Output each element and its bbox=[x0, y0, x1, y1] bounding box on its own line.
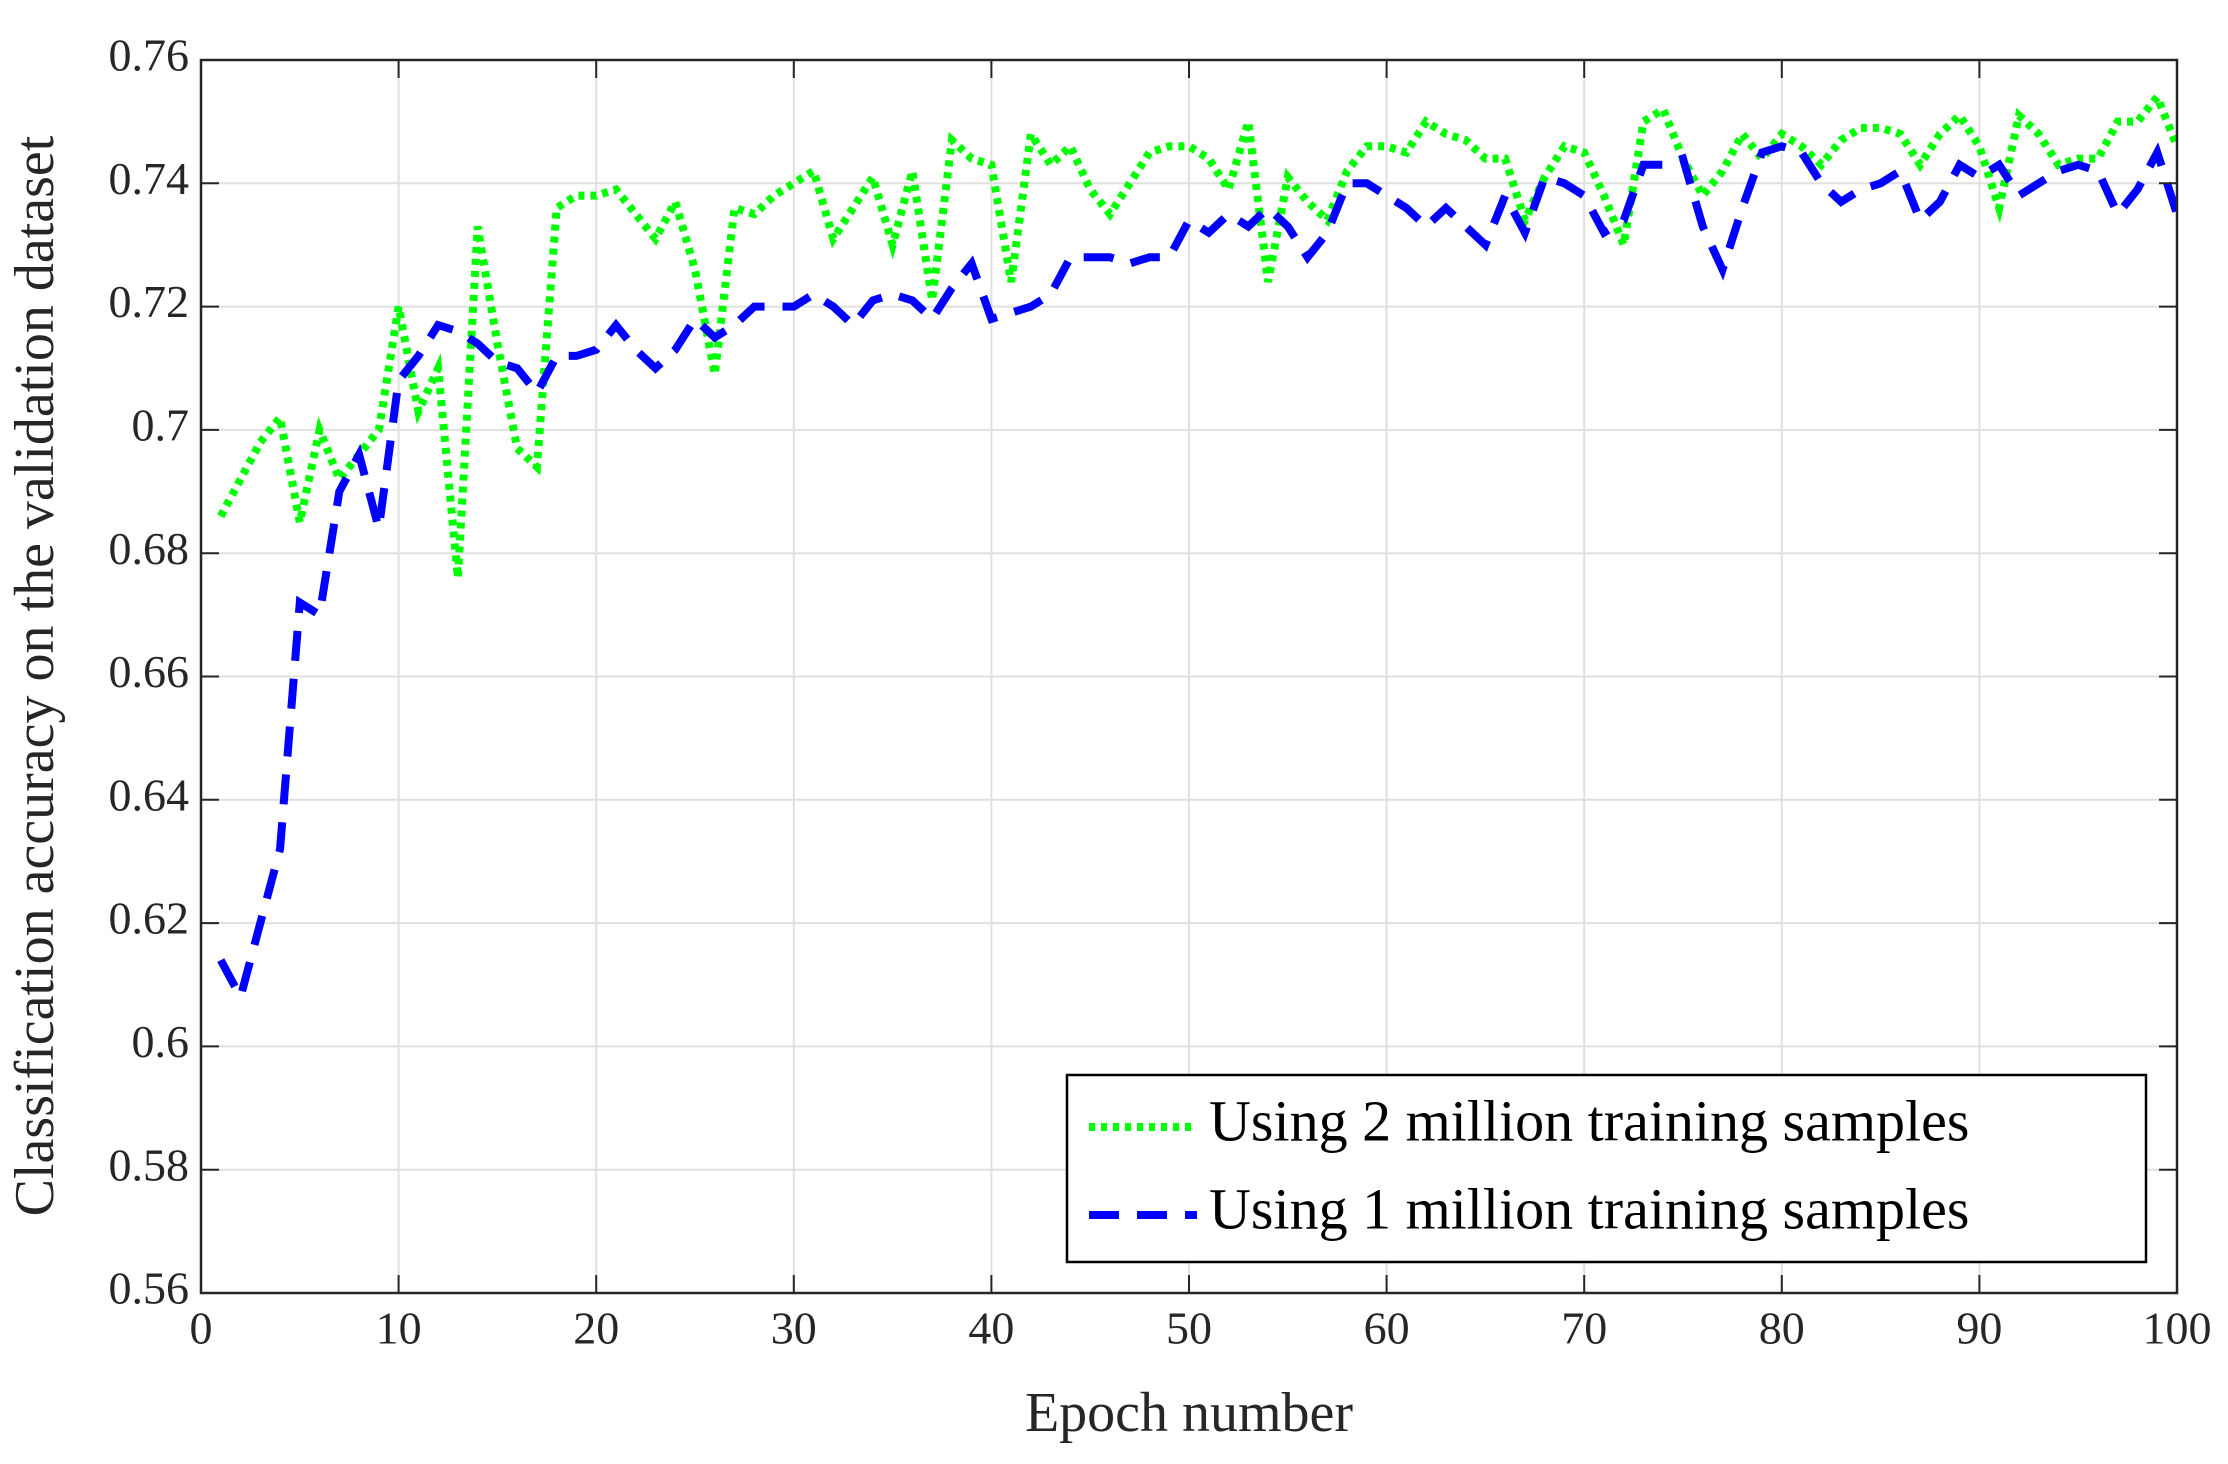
x-tick-label: 50 bbox=[1166, 1303, 1212, 1354]
legend-label: Using 1 million training samples bbox=[1209, 1176, 1969, 1241]
y-tick-label: 0.76 bbox=[109, 30, 190, 81]
y-tick-label: 0.68 bbox=[109, 523, 190, 574]
y-tick-label: 0.64 bbox=[109, 769, 190, 820]
y-tick-label: 0.66 bbox=[109, 646, 190, 697]
y-tick-label: 0.74 bbox=[109, 153, 190, 204]
axes: 0 10 20 30 40 50 60 70 80 90 100 0.56 0.58 0.6 0.62 0.6… bbox=[109, 30, 2212, 1354]
y-tick-label: 0.72 bbox=[109, 276, 190, 327]
y-tick-label: 0.6 bbox=[132, 1016, 190, 1067]
x-tick-label: 70 bbox=[1561, 1303, 1607, 1354]
series-line bbox=[217, 142, 2177, 1008]
legend: Using 2 million training samples Using 1 … bbox=[1065, 1073, 2148, 1264]
legend-box bbox=[1065, 1073, 2148, 1264]
y-tick-label: 0.56 bbox=[109, 1263, 190, 1314]
x-tick-label: 0 bbox=[190, 1303, 213, 1354]
y-tick-label: 0.7 bbox=[132, 399, 190, 450]
x-tick-label: 20 bbox=[573, 1303, 619, 1354]
x-tick-label: 30 bbox=[771, 1303, 817, 1354]
y-tick-label: 0.62 bbox=[109, 893, 190, 944]
x-tick-label: 60 bbox=[1364, 1303, 1410, 1354]
x-tick-label: 80 bbox=[1759, 1303, 1805, 1354]
plot-frame bbox=[199, 58, 2179, 1295]
x-tick-label: 40 bbox=[968, 1303, 1014, 1354]
x-tick-label: 10 bbox=[376, 1303, 422, 1354]
legend-label: Using 2 million training samples bbox=[1209, 1088, 1969, 1153]
y-tick-label: 0.58 bbox=[109, 1139, 190, 1190]
x-axis-label: Epoch number bbox=[1025, 1382, 1353, 1444]
x-tick-label: 100 bbox=[2143, 1303, 2212, 1354]
x-tick-label: 90 bbox=[1956, 1303, 2002, 1354]
series-line bbox=[217, 89, 2177, 579]
y-axis-label: Classification accuracy on the validatio… bbox=[4, 135, 66, 1216]
plot-lines bbox=[217, 89, 2177, 1008]
